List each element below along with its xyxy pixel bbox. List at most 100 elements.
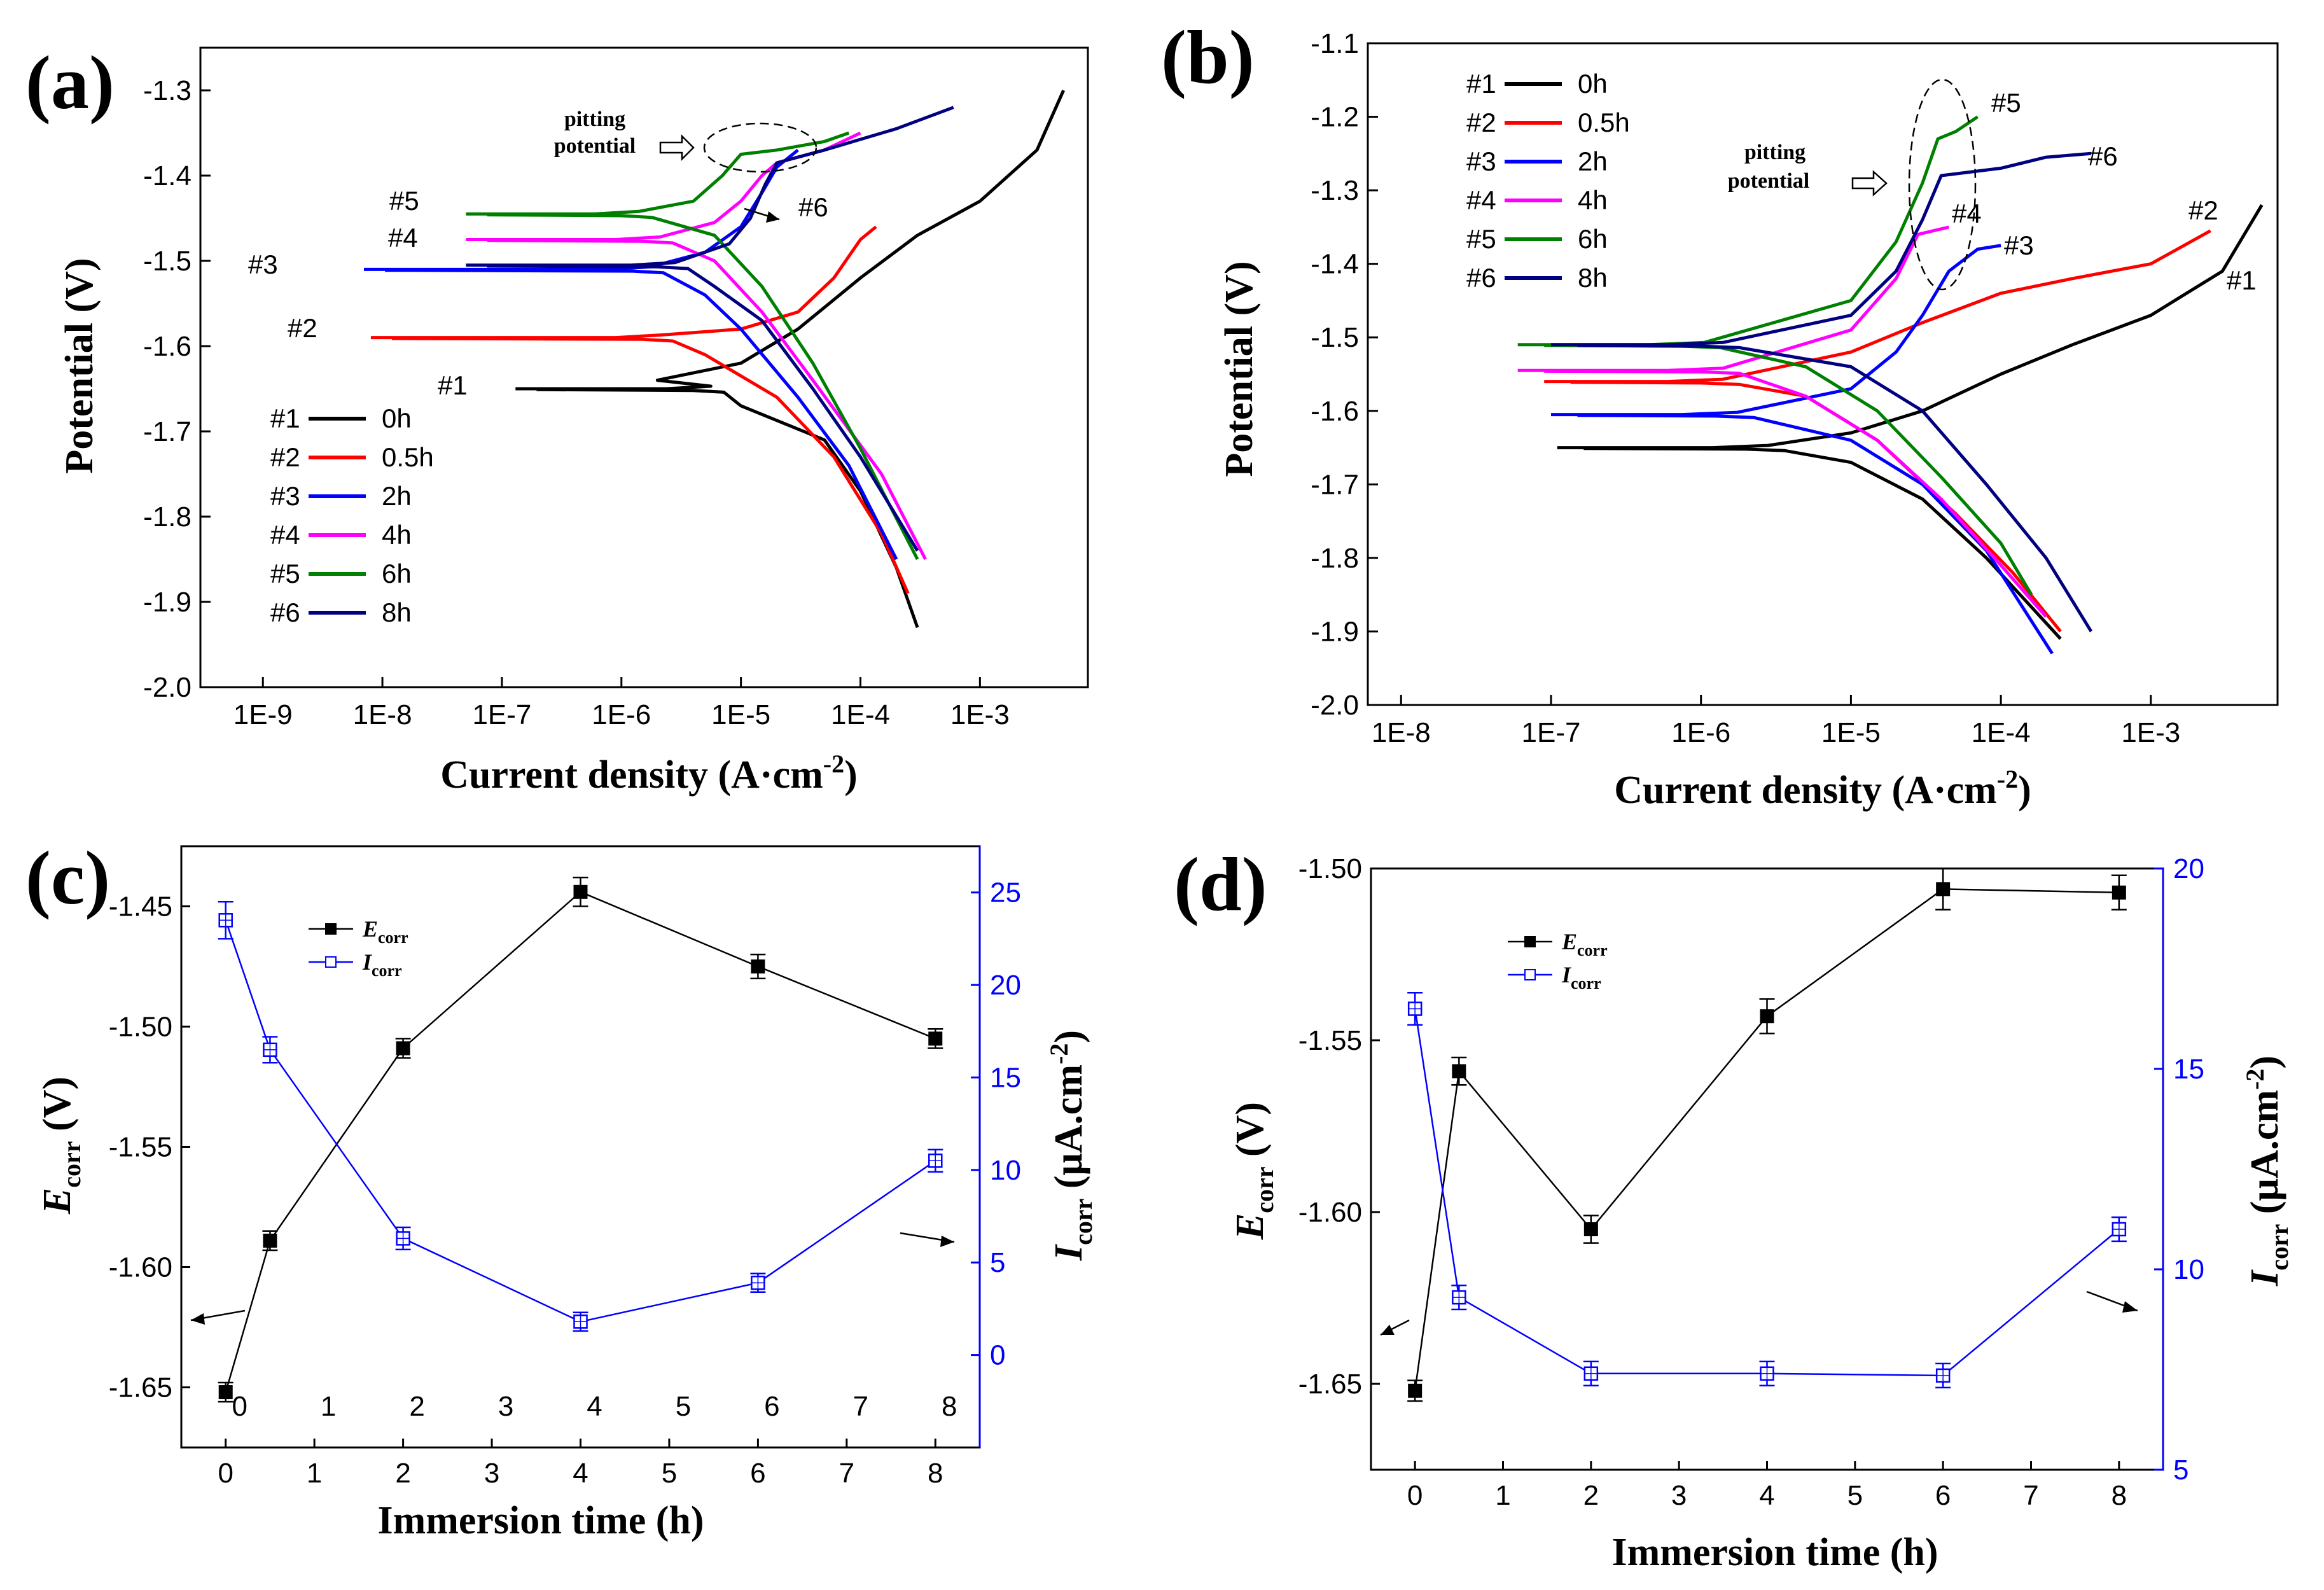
panel-d-left-title-symbol: E xyxy=(1228,1213,1272,1240)
panel-b-legend-label: 4h xyxy=(1578,185,1608,215)
panel-c-left-data-point xyxy=(751,959,765,973)
panel-a-legend-tag: #6 xyxy=(270,597,300,627)
panel-c-left-data-point xyxy=(573,884,588,899)
panel-b-legend-tag: #5 xyxy=(1466,224,1496,254)
panel-b-pitting-label-1: pitting xyxy=(1744,141,1806,164)
panel-a-x-tick-label: 1E-8 xyxy=(353,699,412,730)
panel-b-x-axis-title-main: Current density (A·cm xyxy=(1614,769,1997,812)
panel-a-y-axis-title: Potential (V) xyxy=(58,258,101,473)
panel-c-inner-x-tick-label: 1 xyxy=(321,1391,336,1422)
panel-d-x-tick-label: 8 xyxy=(2112,1480,2127,1511)
panel-b-x-tick-label: 1E-5 xyxy=(1821,717,1881,748)
panel-a-label: (a) xyxy=(25,40,115,125)
panel-a-legend-label: 0h xyxy=(382,403,412,433)
panel-d-right-title-symbol: I xyxy=(2243,1269,2286,1287)
panel-d-legend-swatch-marker xyxy=(1524,936,1536,947)
panel-c-right-y-ticks: 0 5 10 15 20 25 xyxy=(971,846,1021,1447)
panel-a-curve-tag: #4 xyxy=(388,223,418,253)
panel-a-tag6-arrowhead xyxy=(766,211,779,223)
panel-d-left-series-line xyxy=(1414,888,2119,1391)
panel-b-anodic-curve-n3 xyxy=(1551,244,2001,417)
panel-a-polarization-chart: (a) -2.0 -1.9 -1.8 -1.7 -1.6 -1.5 -1.4 -1.3 1E-… xyxy=(25,40,1089,797)
panel-c-right-title-close: ) xyxy=(1047,1030,1090,1043)
panel-a-hollow-arrow xyxy=(659,134,695,162)
panel-b-anodic-curve-n1 xyxy=(1557,204,2264,450)
panel-c-left-y-tick-label: -1.65 xyxy=(109,1372,172,1404)
panel-b-y-tick-label: -1.3 xyxy=(1311,175,1359,206)
panel-b-curve-tag: #4 xyxy=(1952,199,1982,228)
panel-a-cathodic-curve-n4 xyxy=(487,239,927,561)
panel-b-legend-tag: #6 xyxy=(1466,263,1496,293)
panel-b-legend-tag: #2 xyxy=(1466,108,1496,137)
panel-a-legend-label: 4h xyxy=(382,520,412,550)
panel-b-curve-tag: #2 xyxy=(2188,195,2218,225)
panel-a-curve-tags: #1 #2 #3 #4 #5 xyxy=(248,186,468,400)
panel-c-legend-label: Icorr xyxy=(362,949,402,980)
panel-c-right-title-exponent: -2 xyxy=(1045,1043,1073,1064)
panel-c-legend-label: Ecorr xyxy=(362,916,408,947)
panel-a-y-tick-label: -1.5 xyxy=(143,246,191,277)
panel-d-x-tick-label: 1 xyxy=(1495,1480,1510,1511)
panel-b-legend-tag: #3 xyxy=(1466,146,1496,176)
panel-a-x-tick-label: 1E-5 xyxy=(711,699,770,730)
panel-a-x-axis-title-exponent: -2 xyxy=(823,750,844,778)
panel-b-y-tick-label: -1.8 xyxy=(1311,543,1359,574)
panel-a-legend-label: 6h xyxy=(382,559,412,589)
panel-c-label: (c) xyxy=(25,835,110,920)
panel-d-right-y-tick-label: 15 xyxy=(2173,1054,2204,1085)
panel-a-legend-label: 8h xyxy=(382,597,412,627)
panel-d-series xyxy=(1407,867,2127,1402)
panel-c-x-tick-label: 7 xyxy=(839,1458,854,1489)
panel-c-x-tick-label: 3 xyxy=(484,1458,499,1489)
panel-d-left-data-point xyxy=(2112,885,2126,900)
panel-c-left-title-symbol: E xyxy=(36,1188,79,1215)
panel-c-inner-x-tick-label: 6 xyxy=(764,1391,779,1422)
panel-b-curve-tag: #5 xyxy=(1991,88,2021,118)
panel-a-x-axis-title-close: ) xyxy=(844,753,858,797)
panel-d-left-data-point xyxy=(1583,1222,1598,1236)
panel-a-y-tick-label: -1.8 xyxy=(143,501,191,533)
panel-d-x-tick-label: 4 xyxy=(1759,1480,1774,1511)
panel-d-right-title-unit: (μA.cm xyxy=(2243,1090,2286,1224)
panel-a-y-tick-label: -1.3 xyxy=(143,75,191,106)
panel-b-y-tick-label: -1.4 xyxy=(1311,249,1359,280)
panel-d-left-y-axis-title: Ecorr (V) xyxy=(1228,1102,1279,1240)
panel-d-left-y-tick-label: -1.50 xyxy=(1298,853,1362,884)
panel-a-curve-tag: #1 xyxy=(438,370,468,400)
panel-c-right-y-tick-label: 20 xyxy=(990,970,1021,1001)
panel-a-legend-tag: #4 xyxy=(270,520,300,550)
panel-c-x-tick-label: 0 xyxy=(218,1458,233,1489)
panel-d-left-arrowhead xyxy=(1381,1325,1395,1335)
panel-a-cathodic-curve-n2 xyxy=(391,337,910,594)
panel-a-anodic-curve-n5 xyxy=(466,131,850,216)
panel-d-right-y-tick-label: 20 xyxy=(2173,853,2204,884)
panel-b-polarization-chart: (b) -2.0 -1.9 -1.8 -1.7 -1.6 -1.5 -1.4 -1.3 -1.2… xyxy=(1161,15,2279,812)
panel-d-left-y-tick-label: -1.65 xyxy=(1298,1369,1362,1400)
panel-d-legend-label: Icorr xyxy=(1561,962,1601,993)
panel-b-cathodic-curve-n1 xyxy=(1583,447,2062,640)
panel-b-x-axis-title-close: ) xyxy=(2018,769,2031,812)
panel-a-curve-tag: #2 xyxy=(288,313,317,343)
panel-c-x-tick-label: 6 xyxy=(750,1458,765,1489)
panel-a-x-tick-label: 1E-6 xyxy=(592,699,651,730)
panel-a-legend-tag: #1 xyxy=(270,403,300,433)
panel-b-y-tick-label: -1.1 xyxy=(1311,28,1359,59)
panel-c-legend-label-sub: corr xyxy=(372,961,402,980)
panel-d-left-data-point xyxy=(1936,882,1951,896)
panel-c-left-title-unit: (V) xyxy=(36,1077,79,1141)
panel-c-right-y-tick-label: 25 xyxy=(990,877,1021,909)
panel-d-legend-swatch-marker xyxy=(1524,969,1536,980)
panel-a-x-tick-label: 1E-4 xyxy=(831,699,890,730)
panel-c-inner-x-tick-labels: 0 1 2 3 4 5 6 7 8 xyxy=(232,1391,957,1422)
panel-b-y-tick-label: -1.5 xyxy=(1311,322,1359,353)
panel-c-legend-label-symbol: E xyxy=(362,916,378,942)
panel-d-right-arrowhead xyxy=(2122,1301,2138,1313)
panel-a-anodic-curve-n6 xyxy=(466,106,954,267)
panel-b-legend-label: 2h xyxy=(1578,146,1608,176)
panel-b-curve-tags: #1 #2 #3 #4 #5 #6 xyxy=(1952,88,2257,295)
panel-b-pitting-label-2: potential xyxy=(1728,169,1809,193)
panel-b-cathodic-curve-n4 xyxy=(1544,369,2047,618)
panel-a-x-tick-label: 1E-7 xyxy=(472,699,531,730)
panel-b-x-tick-label: 1E-4 xyxy=(1972,717,2031,748)
